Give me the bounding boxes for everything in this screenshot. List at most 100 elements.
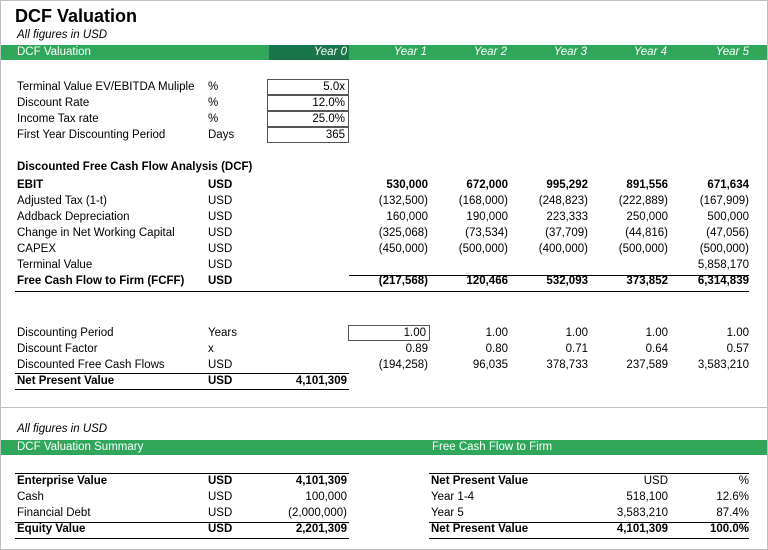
- row-unit: USD: [208, 195, 233, 207]
- fcff-row-usd: 518,100: [626, 491, 668, 503]
- row-label: Free Cash Flow to Firm (FCFF): [17, 275, 185, 287]
- year-4-value: (44,816): [625, 227, 668, 239]
- assumption-row: Income Tax rate %: [0, 111, 768, 127]
- discount-rate-input[interactable]: 12.0%: [267, 95, 349, 111]
- year-4-value: 1.00: [645, 327, 668, 339]
- year-1-value: (450,000): [378, 243, 428, 255]
- year-2-value: 96,035: [472, 359, 508, 371]
- year-5-value: (167,909): [699, 195, 749, 207]
- fcff-summary-row: Net Present Value 4,101,309 100.0%: [0, 521, 768, 537]
- year-4-value: 373,852: [626, 275, 668, 287]
- dcf-row: Terminal Value USD 5,858,170: [0, 257, 768, 273]
- year-2-header: Year 2: [473, 46, 507, 58]
- year-5-value: 5,858,170: [697, 259, 749, 271]
- summary-label: Enterprise Value: [17, 475, 108, 487]
- fcff-row-label: Year 5: [431, 507, 464, 519]
- summary-label: Cash: [17, 491, 44, 503]
- year-5-value: 6,314,839: [697, 275, 749, 287]
- summary-label: Financial Debt: [17, 507, 91, 519]
- year-3-value: (400,000): [538, 243, 588, 255]
- assumption-row: Discount Rate %: [0, 95, 768, 111]
- assumption-row: Terminal Value EV/EBITDA Muliple %: [0, 79, 768, 95]
- dcf-row: Addback Depreciation USD 160,000 190,000 223…: [0, 209, 768, 225]
- summary-value: 100,000: [305, 491, 347, 503]
- year-4-value: (222,889): [618, 195, 668, 207]
- summary-unit: USD: [208, 491, 233, 503]
- summary-value: 2,201,309: [295, 523, 347, 535]
- year-1-value: (325,068): [378, 227, 428, 239]
- fcff-header-pct: %: [738, 475, 749, 487]
- year-5-value: 0.57: [726, 343, 749, 355]
- year-1-header: Year 1: [393, 46, 427, 58]
- assumption-row: First Year Discounting Period Days: [0, 127, 768, 143]
- ev-ebitda-multiple-input[interactable]: 5.0x: [267, 79, 349, 95]
- discount-row: Discount Factor x 0.89 0.80 0.71 0.64 0.57: [0, 341, 768, 357]
- dcf-header-bar: DCF Valuation Year 0 Year 1 Year 2 Year …: [1, 45, 767, 60]
- year-5-value: 3,583,210: [697, 359, 749, 371]
- year-3-value: (248,823): [538, 195, 588, 207]
- year-3-header: Year 3: [553, 46, 587, 58]
- discount-row: Net Present Value USD 4,101,309: [0, 373, 768, 389]
- equity-bottom-border: [15, 538, 349, 539]
- year-0-header: Year 0: [269, 45, 349, 60]
- npv-bottom-border: [15, 389, 349, 390]
- npv-top-border: [15, 373, 349, 374]
- year-4-value: (500,000): [618, 243, 668, 255]
- summary-row: Financial Debt USD (2,000,000): [0, 505, 768, 521]
- year-3-value: 532,093: [546, 275, 588, 287]
- dcf-row: Adjusted Tax (1-t) USD (132,500) (168,000) (…: [0, 193, 768, 209]
- fcff-header-label: Net Present Value: [431, 475, 529, 487]
- year-1-value: 530,000: [386, 179, 428, 191]
- dcf-row: EBIT USD 530,000 672,000 995,292 891,556 671,6…: [0, 177, 768, 193]
- ev-top-border: [15, 473, 349, 474]
- assumption-unit: %: [208, 81, 219, 93]
- fcff-row-label: Year 1-4: [431, 491, 475, 503]
- year-5-header: Year 5: [715, 46, 749, 58]
- dcf-section-heading: Discounted Free Cash Flow Analysis (DCF): [17, 161, 253, 173]
- fcff-summary-row: Year 1-4 518,100 12.6%: [0, 489, 768, 505]
- year-3-value: 1.00: [565, 327, 588, 339]
- year-3-value: 223,333: [546, 211, 588, 223]
- page-title: DCF Valuation: [15, 6, 138, 26]
- summary-row: Cash USD 100,000: [0, 489, 768, 505]
- fcff-row-usd: 4,101,309: [616, 523, 668, 535]
- row-label: Adjusted Tax (1-t): [17, 195, 107, 207]
- fcff-summary-total-border: [429, 522, 749, 523]
- fcff-bottom-border: [15, 291, 749, 292]
- fcff-row-pct: 100.0%: [709, 523, 749, 535]
- year-3-value: 995,292: [546, 179, 588, 191]
- income-tax-rate-input[interactable]: 25.0%: [267, 111, 349, 127]
- year-4-value: 250,000: [626, 211, 668, 223]
- first-year-period-input[interactable]: 365: [267, 127, 349, 143]
- summary-unit: USD: [208, 523, 233, 535]
- row-unit: USD: [208, 211, 233, 223]
- header-bar-label: DCF Valuation: [17, 46, 91, 58]
- year-4-value: 891,556: [626, 179, 668, 191]
- row-unit: Years: [208, 327, 237, 339]
- year-2-value: (500,000): [458, 243, 508, 255]
- year-1-value: (132,500): [378, 195, 428, 207]
- row-unit: USD: [208, 359, 233, 371]
- row-unit: USD: [208, 227, 233, 239]
- year-5-value: (500,000): [699, 243, 749, 255]
- summary-label: Equity Value: [17, 523, 86, 535]
- discounting-period-input[interactable]: 1.00: [348, 325, 430, 341]
- year-2-value: (73,534): [465, 227, 508, 239]
- summary-value: 4,101,309: [295, 475, 347, 487]
- assumption-unit: %: [208, 97, 219, 109]
- dcf-row: Free Cash Flow to Firm (FCFF) USD (217,568…: [0, 273, 768, 289]
- summary-row: Enterprise Value USD 4,101,309: [0, 473, 768, 489]
- summary-bar-label: DCF Valuation Summary: [17, 441, 144, 453]
- year-4-value: 237,589: [626, 359, 668, 371]
- row-label: Discounted Free Cash Flows: [17, 359, 165, 371]
- year-1-value: (194,258): [378, 359, 428, 371]
- summary-value: (2,000,000): [288, 507, 347, 519]
- year-3-value: 378,733: [546, 359, 588, 371]
- row-label: Change in Net Working Capital: [17, 227, 175, 239]
- year-3-value: (37,709): [545, 227, 588, 239]
- summary-row: Equity Value USD 2,201,309: [0, 521, 768, 537]
- fcff-summary-top-border: [429, 473, 749, 474]
- assumption-unit: Days: [208, 129, 235, 141]
- year-5-value: (47,056): [706, 227, 749, 239]
- row-label: Terminal Value: [17, 259, 93, 271]
